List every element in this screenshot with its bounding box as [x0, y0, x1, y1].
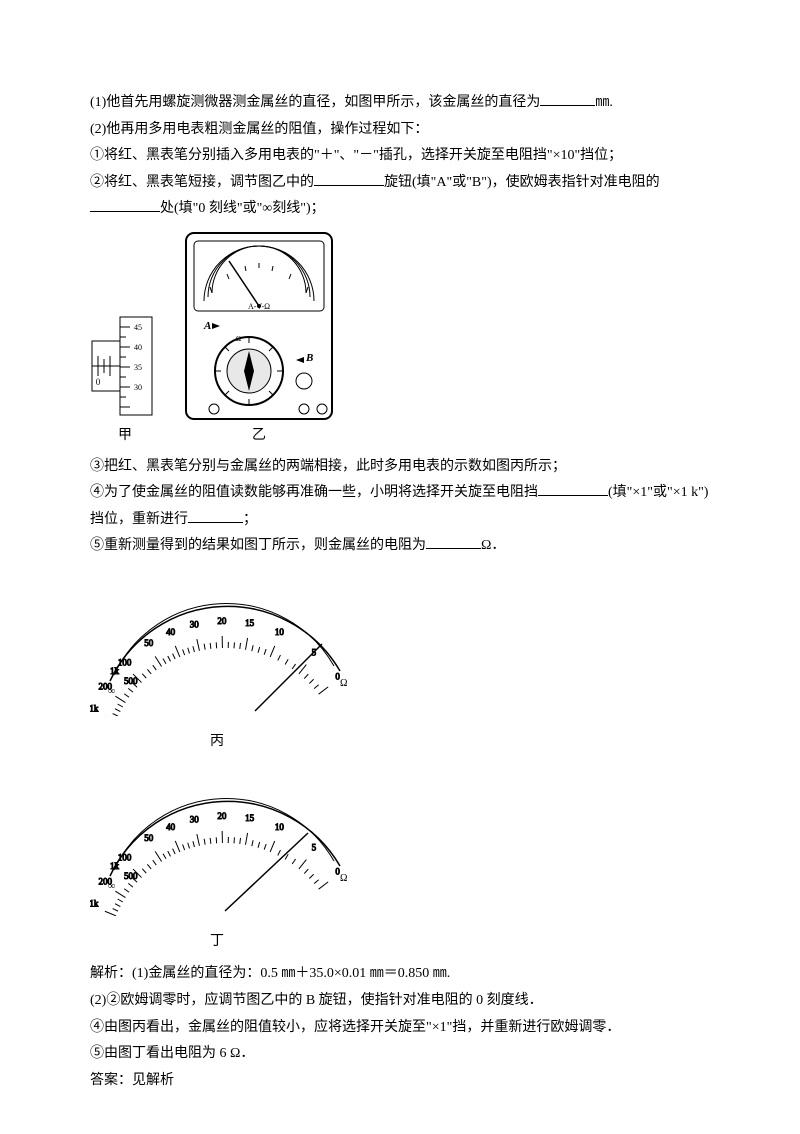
step2c: 处(填"0 刻线"或"∞刻线")； [160, 201, 325, 216]
svg-text:Ω: Ω [340, 678, 347, 689]
step2a: ②将红、黑表笔短接，调节图乙中的 [90, 175, 314, 190]
micrometer-diagram: 0 45 40 35 30 [90, 311, 160, 421]
ans1: 解析：(1)金属丝的直径为：0.5 ㎜＋35.0×0.01 ㎜＝0.850 ㎜. [90, 961, 710, 988]
step2b: 旋钮(填"A"或"B")，使欧姆表指针对准电阻的 [384, 175, 660, 190]
fig-jia-wrap: 0 45 40 35 30 甲 [90, 311, 160, 450]
blank-knob [314, 171, 384, 186]
svg-text:30: 30 [190, 619, 200, 629]
ans5: ⑤由图丁看出电阻为 6 Ω． [90, 1041, 710, 1068]
svg-text:∞: ∞ [108, 686, 115, 697]
blank-zero [90, 197, 160, 212]
step5a: ⑤重新测量得到的结果如图丁所示，则金属丝的电阻为 [90, 538, 426, 553]
svg-text:5: 5 [312, 842, 317, 852]
svg-text:100: 100 [118, 853, 132, 863]
svg-text:30: 30 [190, 814, 200, 824]
fig-yi-label: 乙 [184, 423, 334, 450]
fig-ding-label: 丁 [210, 929, 710, 956]
svg-text:10: 10 [275, 822, 285, 832]
step4: ④为了使金属丝的阻值读数能够再准确一些，小明将选择开关旋至电阻挡(填"×1"或"… [90, 480, 710, 533]
svg-text:15: 15 [245, 813, 255, 823]
step2-cont: 处(填"0 刻线"或"∞刻线")； [90, 196, 710, 223]
svg-text:45: 45 [134, 323, 142, 332]
q1-line: (1)他首先用螺旋测微器测金属丝的直径，如图甲所示，该金属丝的直径为 ㎜. [90, 90, 710, 117]
svg-text:50: 50 [144, 833, 154, 843]
dial-ding-wrap: 1k200100504030201510505001k ∞ Ω 丁 [90, 761, 710, 955]
step5: ⑤重新测量得到的结果如图丁所示，则金属丝的电阻为 Ω． [90, 533, 710, 560]
blank-resistance [426, 534, 481, 549]
svg-text:1k: 1k [90, 704, 99, 714]
multimeter-diagram: A-V-Ω A Ω B [184, 231, 334, 421]
step4a: ④为了使金属丝的阻值读数能够再准确一些，小明将选择开关旋至电阻挡 [90, 485, 538, 500]
q1-unit: ㎜. [595, 95, 613, 110]
svg-text:500: 500 [124, 871, 138, 881]
svg-text:20: 20 [217, 616, 227, 626]
blank-redo [188, 508, 243, 523]
svg-text:A-V-Ω: A-V-Ω [248, 302, 270, 311]
blank-diameter [540, 91, 595, 106]
dial-bing-wrap: 1k200100504030201510505001k ∞ Ω 丙 [90, 566, 710, 755]
figures-jia-yi: 0 45 40 35 30 甲 [90, 231, 710, 450]
svg-text:Ω: Ω [340, 873, 347, 884]
svg-text:100: 100 [118, 658, 132, 668]
svg-text:1k: 1k [110, 666, 120, 676]
dial-bing: 1k200100504030201510505001k ∞ Ω [90, 566, 350, 716]
svg-text:40: 40 [134, 343, 142, 352]
svg-text:35: 35 [134, 363, 142, 372]
step4c: ； [243, 512, 257, 527]
svg-text:B: B [305, 352, 313, 364]
fig-bing-label: 丙 [210, 729, 710, 756]
svg-text:1k: 1k [90, 899, 99, 909]
dial-ding: 1k200100504030201510505001k ∞ Ω [90, 761, 350, 916]
svg-text:1k: 1k [110, 861, 120, 871]
step3: ③把红、黑表笔分别与金属丝的两端相接，此时多用电表的示数如图丙所示； [90, 454, 710, 481]
ans-final: 答案：见解析 [90, 1068, 710, 1095]
step1: ①将红、黑表笔分别插入多用电表的"＋"、"－"插孔，选择开关旋至电阻挡"×10"… [90, 143, 710, 170]
ans4: ④由图丙看出，金属丝的阻值较小，应将选择开关旋至"×1"挡，并重新进行欧姆调零． [90, 1015, 710, 1042]
step5b: Ω． [481, 538, 505, 553]
fig-jia-label: 甲 [90, 423, 160, 450]
q1-text: (1)他首先用螺旋测微器测金属丝的直径，如图甲所示，该金属丝的直径为 [90, 95, 540, 110]
svg-text:500: 500 [124, 676, 138, 686]
blank-range [538, 481, 608, 496]
svg-text:Ω: Ω [236, 335, 241, 343]
svg-text:A: A [203, 320, 211, 332]
step2: ②将红、黑表笔短接，调节图乙中的 旋钮(填"A"或"B")，使欧姆表指针对准电阻的 [90, 170, 710, 197]
fig-yi-wrap: A-V-Ω A Ω B [184, 231, 334, 450]
svg-text:∞: ∞ [108, 881, 115, 892]
svg-text:15: 15 [245, 618, 255, 628]
ans2: (2)②欧姆调零时，应调节图乙中的 B 旋钮，使指针对准电阻的 0 刻度线． [90, 988, 710, 1015]
svg-text:50: 50 [144, 638, 154, 648]
svg-text:10: 10 [275, 627, 285, 637]
svg-text:20: 20 [217, 811, 227, 821]
svg-text:0: 0 [96, 377, 101, 387]
q2-intro: (2)他再用多用电表粗测金属丝的阻值，操作过程如下： [90, 117, 710, 144]
svg-text:30: 30 [134, 383, 142, 392]
svg-text:40: 40 [166, 822, 176, 832]
svg-text:40: 40 [166, 627, 176, 637]
